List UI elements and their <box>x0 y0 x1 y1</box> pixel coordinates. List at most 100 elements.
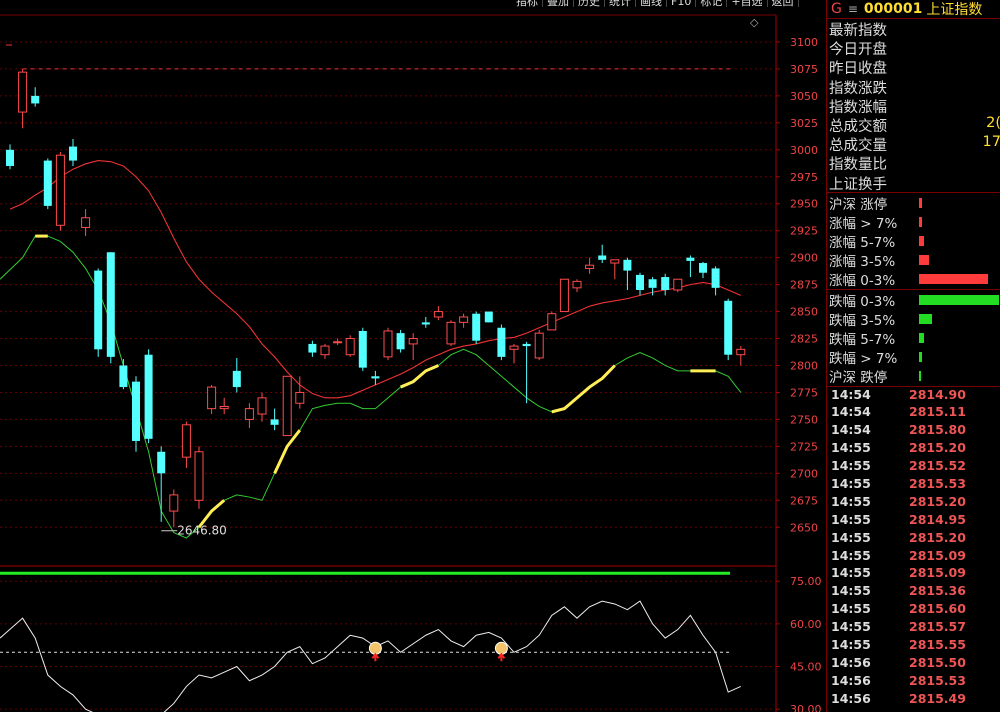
candle-body-down <box>484 311 493 323</box>
trade-time: 14:54 <box>831 422 871 438</box>
toolbar-button-0[interactable]: 指标 <box>512 0 543 7</box>
menu-icon[interactable]: ≡ <box>847 2 858 16</box>
osc-tick-label: 45.00 <box>790 661 822 674</box>
candle-body-up <box>194 451 204 501</box>
distribution-label: 沪深 涨停 <box>829 196 888 213</box>
trade-row: 14:56 2815.53 <box>827 673 1000 691</box>
toolbar-button-3[interactable]: 统计 <box>605 0 636 7</box>
trade-time: 14:55 <box>831 440 871 456</box>
candle-body-down <box>661 277 670 290</box>
distribution-bar <box>919 216 923 227</box>
osc-line <box>0 600 742 712</box>
toolbar-button-7[interactable]: +自选 <box>727 0 768 7</box>
candle-body-down <box>144 354 153 439</box>
toolbar-button-4[interactable]: 画线 <box>636 0 667 7</box>
candle-body-up <box>383 330 393 358</box>
trade-time: 14:55 <box>831 565 871 581</box>
candle-body-up <box>181 424 191 458</box>
candle-body-down <box>522 343 531 347</box>
toolbar-button-6[interactable]: 标记 <box>696 0 728 7</box>
candle-body-down <box>598 255 607 260</box>
g-icon[interactable]: G <box>831 1 842 17</box>
y-tick-label: 2675 <box>790 494 818 507</box>
trade-row: 14:55 2815.20 <box>827 440 1000 458</box>
distribution-row: 沪深 涨停 <box>827 193 1000 213</box>
trade-row: 14:56 2815.50 <box>827 655 1000 673</box>
candle-body-up <box>572 280 582 289</box>
stock-header: G ≡ 000001 上证指数 <box>827 0 1000 19</box>
candle-body-up <box>736 348 746 356</box>
candle-body-up <box>408 338 418 345</box>
distribution-bar <box>919 333 924 343</box>
info-row: 最新指数 <box>827 19 1000 39</box>
info-row: 指数量比 <box>827 153 1000 173</box>
osc-tick-label: 60.00 <box>790 618 822 631</box>
trade-price: 2815.60 <box>909 601 966 617</box>
candle-body-up <box>81 217 91 228</box>
osc-tick-label: 30.00 <box>790 703 822 712</box>
candle-body-up <box>433 311 443 318</box>
y-tick-label: 3075 <box>790 63 818 76</box>
info-row: 昨日收盘 <box>827 57 1000 78</box>
distribution-bar <box>919 197 923 208</box>
stock-code: 000001 <box>863 1 923 17</box>
trade-time: 14:55 <box>831 458 871 474</box>
toolbar-button-5[interactable]: F10 <box>667 0 697 7</box>
info-value: 17 <box>982 134 1000 151</box>
info-label: 指数涨幅 <box>829 99 887 116</box>
candle-body-down <box>724 300 733 355</box>
signal-bag-icon <box>368 641 382 655</box>
trade-time: 14:55 <box>831 583 871 599</box>
trade-time: 14:56 <box>831 654 871 670</box>
trade-price: 2815.09 <box>909 565 966 581</box>
trade-time: 14:55 <box>831 619 871 635</box>
y-tick-label: 2725 <box>790 440 818 453</box>
candle-body-up <box>169 494 179 512</box>
y-tick-label: 2825 <box>790 333 818 346</box>
trade-row: 14:55 2815.20 <box>827 494 1000 512</box>
y-tick-label: 2850 <box>790 306 818 319</box>
candle-body-up <box>55 154 65 226</box>
candle-body-down <box>270 419 279 425</box>
trade-time: 14:56 <box>831 672 871 688</box>
distribution-row: 跌幅 3-5% <box>827 309 1000 329</box>
kline-chart[interactable]: 3100 3075 3050 3025 3000 2975 2950 2925 2900 2875… <box>0 0 826 712</box>
info-label: 今日开盘 <box>829 42 887 59</box>
distribution-row: 跌幅 > 7% <box>827 347 1000 367</box>
candle-body-up <box>534 332 544 359</box>
toolbar-button-8[interactable]: 返回 <box>767 0 799 7</box>
candle-body-up <box>333 341 343 344</box>
candle-body-down <box>636 274 644 290</box>
candle-body-down <box>686 257 695 261</box>
toolbar-button-1[interactable]: 叠加 <box>543 0 574 7</box>
y-tick-label: 2975 <box>790 171 818 184</box>
info-row: 指数涨跌 <box>827 77 1000 97</box>
candle-body-down <box>43 160 52 206</box>
y-tick-label: 2750 <box>790 413 818 426</box>
info-row: 今日开盘 <box>827 38 1000 59</box>
candle-body-down <box>396 333 405 350</box>
osc-tick-label: 75.00 <box>790 575 822 588</box>
candle-body-down <box>6 149 14 166</box>
candle-body-up <box>207 386 217 410</box>
info-label: 昨日收盘 <box>829 61 887 78</box>
toolbar-button-2[interactable]: 历史 <box>574 0 605 7</box>
info-row: 总成交额 2( <box>827 115 1000 135</box>
trade-price: 2815.20 <box>909 529 966 545</box>
trade-row: 14:55 2815.53 <box>827 476 1000 494</box>
candle-body-up <box>219 405 229 410</box>
trade-row: 14:55 2815.60 <box>827 601 1000 619</box>
candle-body-up <box>673 278 683 291</box>
ma-green-highlight <box>551 364 616 414</box>
trade-price: 2815.20 <box>909 493 966 509</box>
info-label: 总成交量 <box>829 138 887 155</box>
candle-body-down <box>699 263 707 273</box>
candle-body-up <box>244 408 254 420</box>
trade-row: 14:55 2814.95 <box>827 512 1000 530</box>
trade-price: 2815.09 <box>909 547 966 563</box>
trade-price: 2815.52 <box>909 458 966 474</box>
distribution-bar <box>919 255 930 266</box>
y-tick-label: 3100 <box>790 36 818 49</box>
trade-price: 2815.57 <box>909 619 966 635</box>
tick-trade-list[interactable]: 14:54 2814.90 14:54 2815.11 14:54 2815.80 14:5… <box>827 385 1000 709</box>
